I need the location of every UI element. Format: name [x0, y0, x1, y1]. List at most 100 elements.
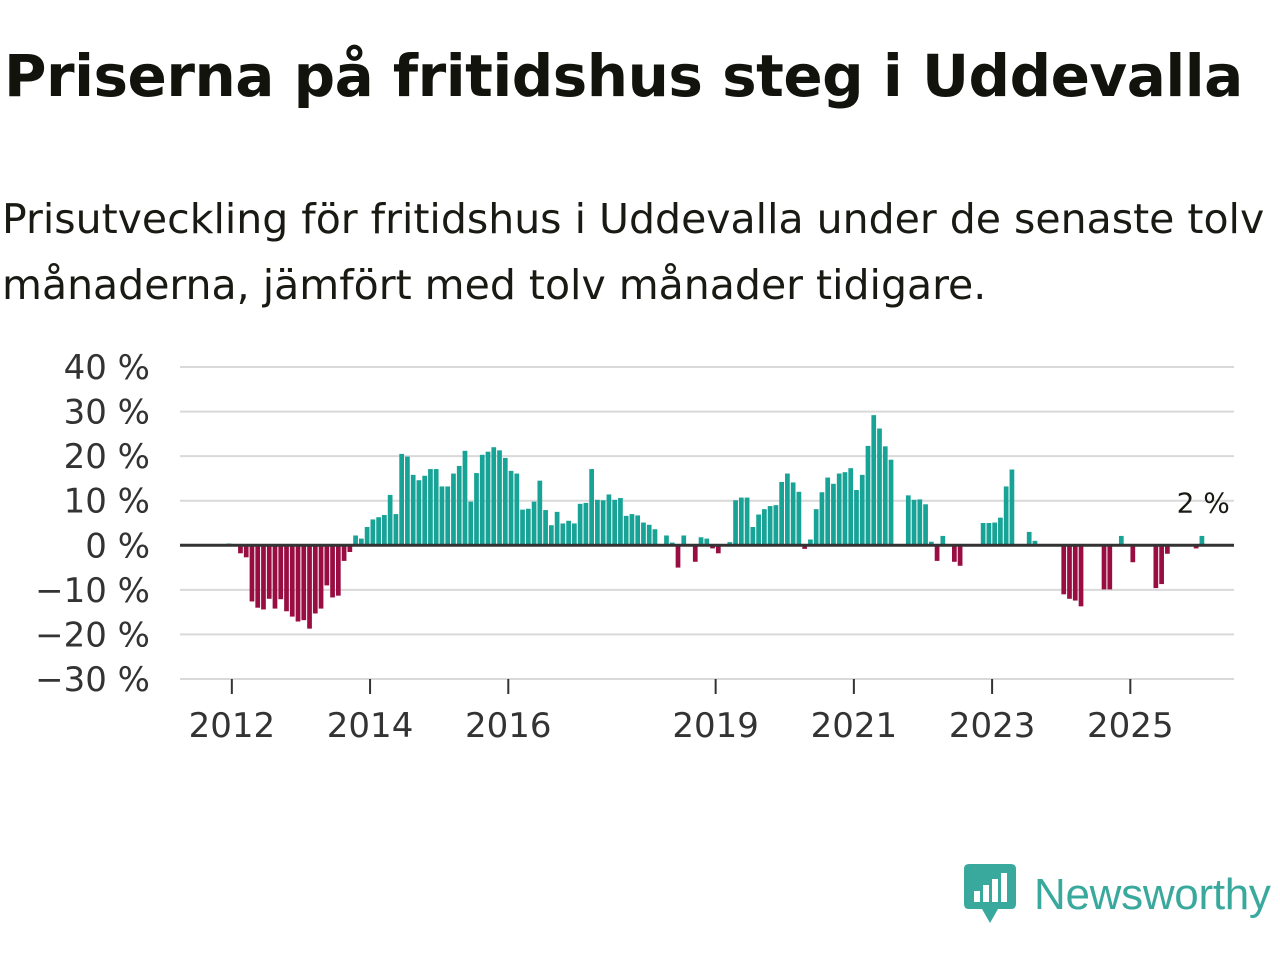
bar [923, 504, 928, 546]
bar [785, 473, 790, 546]
bar [554, 511, 560, 546]
bar [911, 499, 917, 546]
bar [456, 465, 462, 546]
bar [1009, 469, 1015, 546]
bar [854, 490, 859, 546]
bar [641, 522, 646, 546]
bar [508, 470, 514, 546]
x-tick-label: 2021 [811, 706, 898, 746]
bar [710, 545, 715, 549]
newsworthy-logo[interactable]: Newsworthy [964, 864, 1271, 926]
bar [750, 527, 756, 546]
bar [1072, 545, 1078, 601]
bar [1026, 531, 1032, 546]
y-tick-label: 0 % [85, 526, 150, 566]
bar [715, 545, 721, 554]
x-tick-label: 2019 [672, 706, 759, 746]
bar [289, 545, 295, 617]
bar [451, 473, 456, 546]
bar [566, 520, 571, 546]
bar [836, 473, 842, 546]
bar [433, 469, 439, 546]
bar [928, 541, 934, 546]
y-tick-label: 10 % [64, 482, 150, 522]
bar [986, 523, 992, 546]
bar [249, 545, 255, 602]
bar [324, 545, 330, 586]
bar [664, 535, 669, 546]
bar [1193, 545, 1199, 549]
bar [497, 450, 502, 546]
bar [560, 523, 566, 546]
bar [738, 497, 744, 546]
bar [347, 545, 353, 552]
bar [1107, 545, 1113, 590]
bar [917, 499, 923, 546]
bar [819, 492, 825, 546]
bar [623, 515, 629, 546]
y-tick-label: −10 % [35, 571, 150, 611]
y-tick-label: −30 % [35, 660, 150, 700]
bar [762, 509, 767, 546]
x-tick-label: 2025 [1087, 706, 1174, 746]
bar [514, 473, 520, 546]
x-tick-label: 2016 [465, 706, 552, 746]
bar [877, 428, 882, 546]
bar [773, 505, 779, 546]
bar [358, 538, 364, 546]
bar [698, 537, 704, 546]
bar [416, 480, 422, 546]
bar [704, 538, 710, 546]
x-tick-label: 2023 [949, 706, 1036, 746]
bar [1165, 545, 1170, 554]
bar [1003, 486, 1009, 546]
bar [635, 515, 641, 546]
bar [548, 525, 554, 546]
x-tick-label: 2012 [189, 706, 276, 746]
bar [692, 545, 698, 562]
y-tick-label: 40 % [64, 348, 150, 388]
bar [583, 502, 589, 546]
bar [468, 501, 474, 546]
bar [940, 535, 946, 546]
bar [767, 506, 773, 546]
bar [1130, 545, 1136, 563]
y-tick-label: 20 % [64, 437, 150, 477]
bar [393, 514, 399, 546]
annotation-group: 2 % [1177, 486, 1230, 519]
chart-subtitle: Prisutveckling för fritidshus i Uddevall… [2, 195, 1265, 309]
bar [238, 545, 243, 554]
bar [439, 486, 445, 546]
bar [790, 482, 796, 546]
chart-title: Priserna på fritidshus steg i Uddevalla [4, 42, 1243, 110]
bar [998, 517, 1003, 546]
bar [410, 474, 416, 546]
bar [1118, 535, 1124, 546]
bar [445, 486, 451, 546]
bar [341, 545, 347, 561]
bar [756, 514, 761, 546]
bar [865, 445, 871, 546]
bar [905, 495, 911, 546]
bar [733, 500, 738, 546]
bar [370, 519, 376, 546]
bar [1032, 540, 1038, 546]
bar [951, 545, 957, 562]
bar [261, 545, 266, 610]
bar [474, 473, 479, 546]
newsworthy-logo-icon [964, 864, 1016, 923]
bar [428, 469, 433, 546]
bar [646, 524, 652, 546]
bar [825, 477, 831, 546]
bar [491, 447, 497, 546]
bar [848, 468, 854, 546]
bar [1078, 545, 1084, 607]
value-annotation: 2 % [1177, 486, 1230, 519]
bar [652, 529, 658, 546]
bar [606, 494, 612, 546]
bar [1159, 545, 1164, 585]
bar [618, 498, 623, 546]
bar [284, 545, 289, 612]
bar [1101, 545, 1107, 590]
bar [335, 545, 341, 596]
